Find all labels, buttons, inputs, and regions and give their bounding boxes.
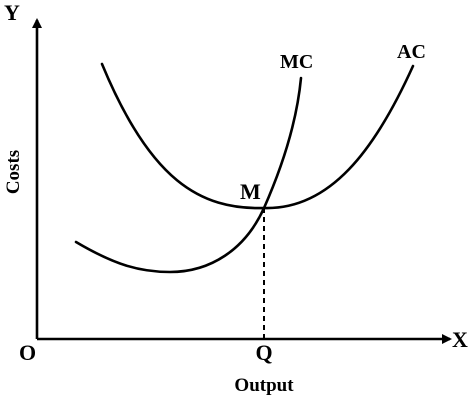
y-axis-letter: Y xyxy=(4,0,20,25)
intersection-x-label: Q xyxy=(255,340,272,365)
y-axis-title: Costs xyxy=(3,150,24,194)
x-axis-title: Output xyxy=(234,375,294,396)
origin-label: O xyxy=(19,340,36,365)
mc-curve-label: MC xyxy=(280,51,313,73)
intersection-label: M xyxy=(240,179,261,204)
mc-curve xyxy=(74,76,303,274)
x-axis-letter: X xyxy=(452,327,468,352)
ac-curve-label: AC xyxy=(397,41,426,63)
